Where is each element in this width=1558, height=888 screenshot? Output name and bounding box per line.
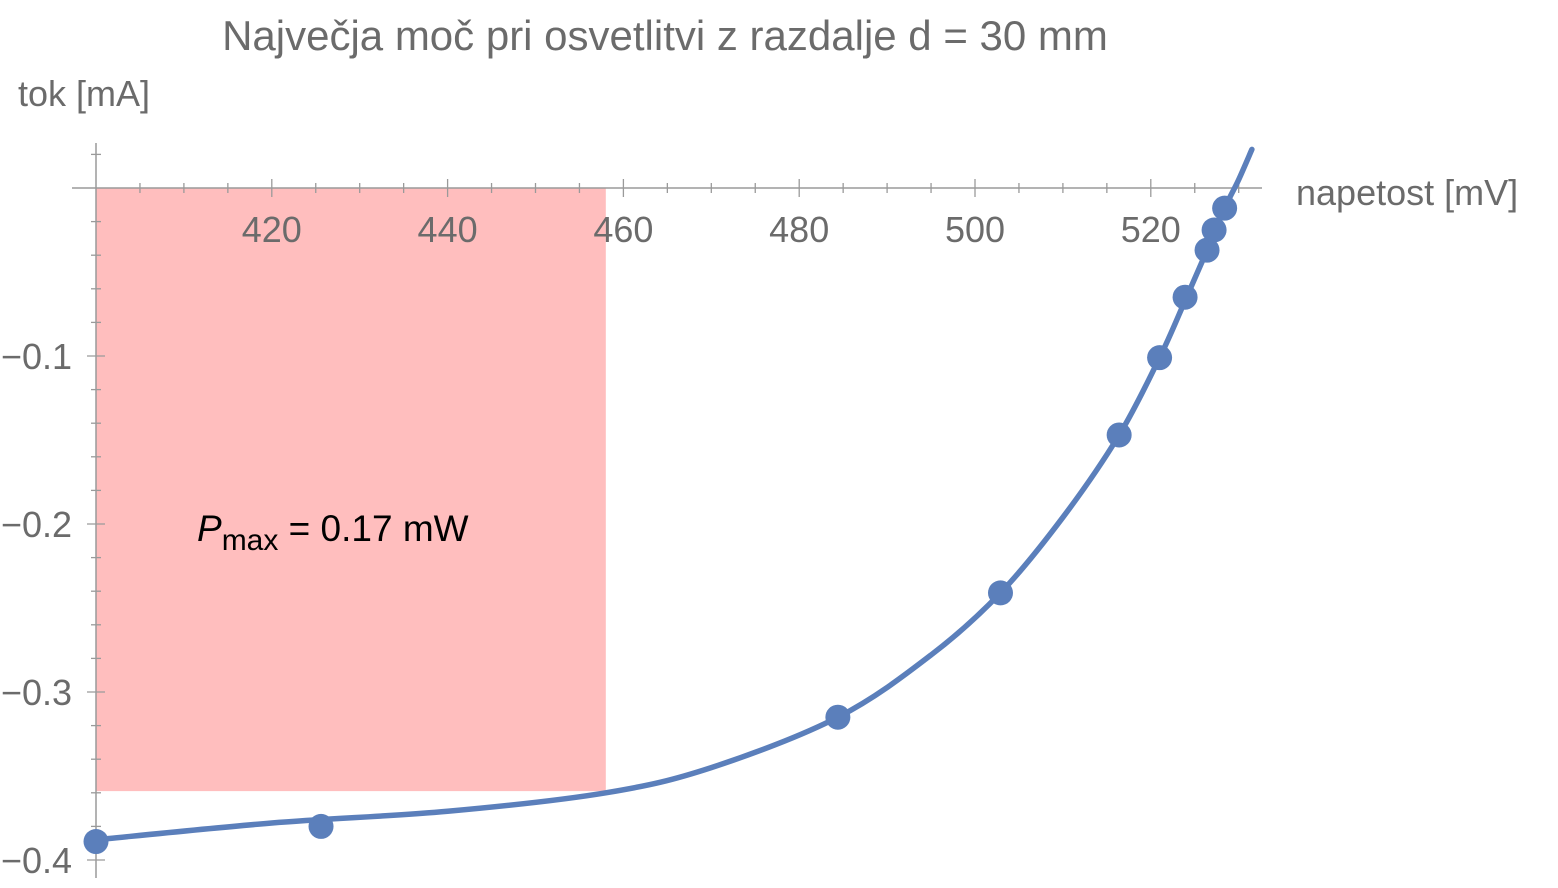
x-tick-label: 520 — [1121, 209, 1181, 250]
max-power-annotation: Pmax = 0.17 mW — [197, 508, 469, 557]
x-tick-label: 480 — [769, 209, 829, 250]
annotation-value: = 0.17 mW — [278, 508, 468, 549]
x-tick-label: 420 — [242, 209, 302, 250]
annotation-symbol: P — [197, 508, 222, 549]
data-point — [825, 704, 851, 730]
x-tick-label: 500 — [945, 209, 1005, 250]
annotation-subscript: max — [222, 524, 279, 557]
y-tick-label: −0.4 — [1, 840, 72, 881]
data-point — [987, 580, 1013, 606]
x-axis-label: napetost [mV] — [1296, 172, 1518, 213]
data-point — [1147, 345, 1173, 371]
chart-title: Največja moč pri osvetlitvi z razdalje d… — [222, 12, 1108, 59]
y-tick-label: −0.3 — [1, 672, 72, 713]
data-point — [1106, 422, 1132, 448]
y-axis-label: tok [mA] — [18, 73, 150, 114]
data-points-layer — [83, 195, 1238, 855]
ticks: 420 440 460 480 500 520 −0.1 −0.2 −0.3 −0.4 — [1, 153, 1240, 881]
data-point — [1212, 195, 1238, 221]
max-power-rectangle-layer — [96, 188, 606, 792]
data-point — [1172, 284, 1198, 310]
max-power-rectangle — [96, 188, 606, 792]
x-tick-label: 440 — [418, 209, 478, 250]
data-point — [83, 829, 109, 855]
data-point — [308, 813, 334, 839]
y-tick-label: −0.1 — [1, 336, 72, 377]
x-tick-label: 460 — [593, 209, 653, 250]
data-point — [1201, 217, 1227, 243]
y-tick-label: −0.2 — [1, 504, 72, 545]
data-point — [1194, 237, 1220, 263]
